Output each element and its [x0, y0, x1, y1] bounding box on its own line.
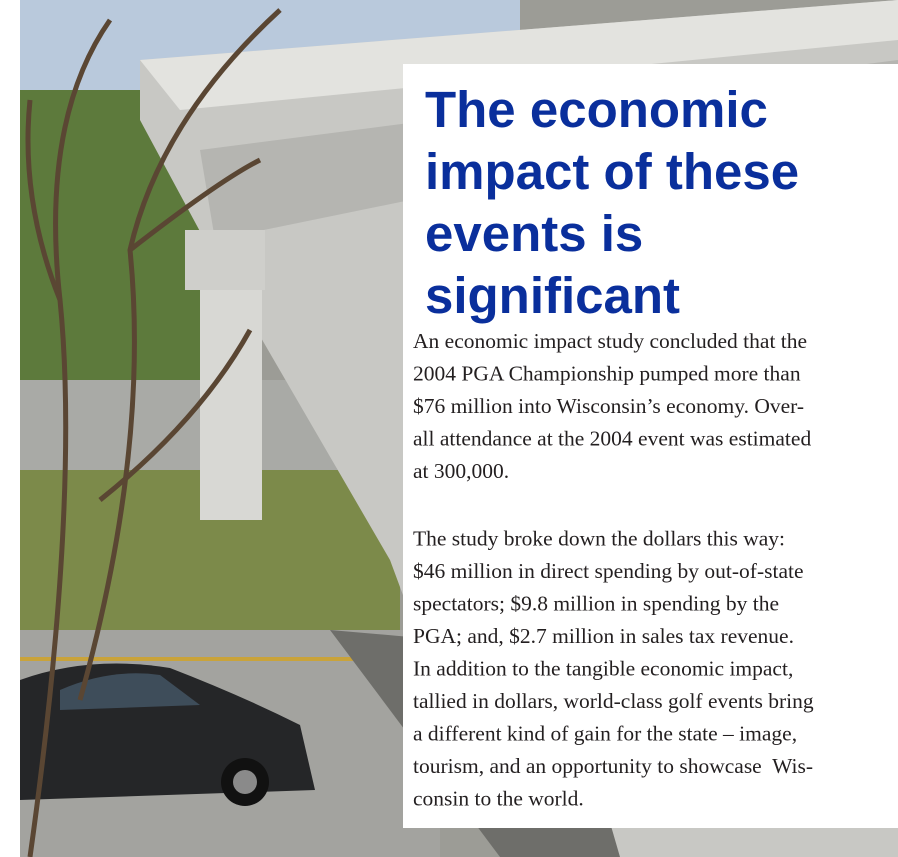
body-line: PGA; and, $2.7 million in sales tax reve…: [413, 624, 794, 648]
body-line: An economic impact study concluded that …: [413, 329, 807, 353]
body-line: tallied in dollars, world-class golf eve…: [413, 689, 814, 713]
heading-line: events is: [425, 205, 643, 262]
body-line: $46 million in direct spending by out-of…: [413, 559, 804, 583]
body-line: In addition to the tangible economic imp…: [413, 657, 793, 681]
heading-line: The economic: [425, 81, 768, 138]
body-line: all attendance at the 2004 event was est…: [413, 427, 811, 451]
body-line: spectators; $9.8 million in spending by …: [413, 592, 779, 616]
heading-line: impact of these: [425, 143, 799, 200]
body-line: consin to the world.: [413, 787, 584, 811]
body-line: at 300,000.: [413, 459, 509, 483]
body-line: 2004 PGA Championship pumped more than: [413, 362, 801, 386]
body-line: $76 million into Wisconsin’s economy. Ov…: [413, 394, 804, 418]
page: The economicimpact of theseevents issign…: [0, 0, 898, 857]
body-line: tourism, and an opportunity to showcase …: [413, 754, 813, 778]
body-line: The study broke down the dollars this wa…: [413, 527, 785, 551]
body-line: a different kind of gain for the state –…: [413, 722, 797, 746]
heading-line: significant: [425, 267, 680, 324]
body-text: An economic impact study concluded that …: [413, 329, 814, 811]
